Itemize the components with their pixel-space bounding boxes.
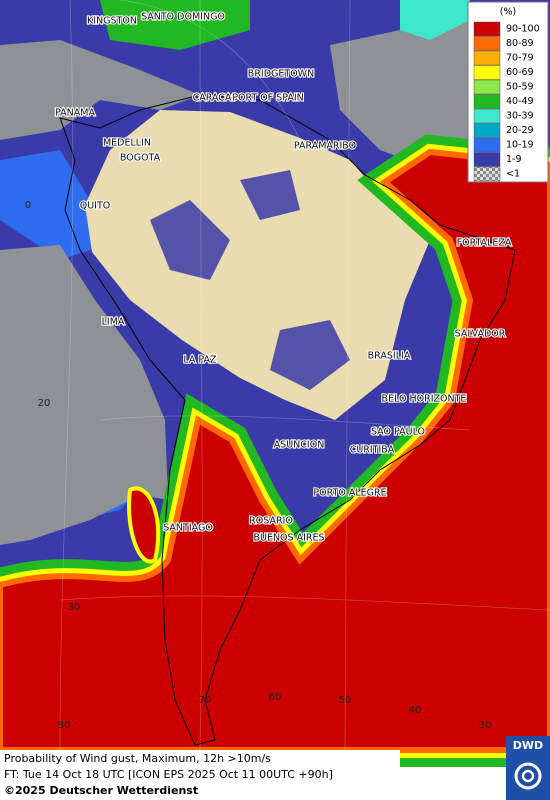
city-label: FORTALEZA — [457, 238, 512, 249]
graticule-labels: 0 20 30 80 70 60 50 40 30 — [25, 200, 492, 731]
city-label: BUENOS AIRES — [253, 533, 324, 544]
longitude-label: 70 — [199, 695, 212, 706]
city-label: ASUNCION — [274, 440, 325, 451]
city-label: QUITO — [80, 201, 111, 212]
legend-label: 50-59 — [506, 82, 534, 93]
gray-atlantic — [330, 10, 470, 170]
legend-swatch — [473, 152, 501, 167]
city-label: KINGSTON — [87, 16, 137, 27]
gray-pacific — [0, 245, 168, 545]
logo-text: DWD — [513, 739, 543, 752]
latitude-label: 30 — [68, 602, 81, 613]
city-label: SALVADOR — [455, 329, 506, 340]
legend: 90-100 80-89 70-79 60-69 50-59 40-49 30-39 20-2… — [473, 21, 540, 182]
city-label: PANAMA — [55, 108, 95, 119]
land-low — [85, 110, 430, 420]
city-label: SAO PAULO — [371, 427, 425, 438]
gray-caribbean — [0, 40, 200, 140]
caption-line: Probability of Wind gust, Maximum, 12h >… — [4, 752, 271, 765]
city-label: LIMA — [102, 317, 125, 328]
legend-swatch — [473, 65, 501, 80]
legend-swatch — [473, 94, 501, 109]
legend-label: <1 — [506, 169, 520, 180]
city-label: BRIDGETOWN — [248, 69, 314, 80]
city-label: PORTO ALEGRE — [313, 488, 386, 499]
longitude-label: 50 — [339, 695, 352, 706]
city-label: SANTIAGO — [163, 523, 213, 534]
logo-icon — [514, 762, 542, 790]
legend-swatch — [473, 21, 501, 37]
band-cyan-north — [400, 0, 470, 40]
city-label: SANTO DOMINGO — [141, 12, 225, 23]
city-label: BRASILIA — [368, 351, 411, 362]
city-label: BELO HORIZONTE — [382, 394, 467, 405]
city-label: PORT OF SPAIN — [232, 93, 303, 104]
legend-label: 20-29 — [506, 125, 534, 136]
land-patches — [150, 170, 350, 390]
longitude-label: 30 — [479, 720, 492, 731]
longitude-label: 40 — [409, 705, 422, 716]
legend-label: 40-49 — [506, 96, 534, 107]
band-red-chile — [127, 486, 161, 564]
city-label: ROSARIO — [249, 516, 293, 527]
legend-swatch — [473, 123, 501, 138]
longitude-label: 60 — [269, 692, 282, 703]
legend-title: (%) — [500, 7, 516, 18]
longitude-label: 80 — [58, 720, 71, 731]
logo-icon — [521, 769, 535, 783]
latitude-label: 0 — [25, 200, 31, 211]
legend-label: 70-79 — [506, 53, 534, 64]
legend-label: 60-69 — [506, 67, 534, 78]
legend-label: 10-19 — [506, 140, 534, 151]
legend-label: 1-9 — [506, 154, 522, 165]
city-label: CARACAS — [193, 93, 238, 104]
latitude-label: 20 — [38, 398, 51, 409]
coastline — [59, 94, 516, 746]
caption-line: FT: Tue 14 Oct 18 UTC [ICON EPS 2025 Oct… — [4, 768, 333, 781]
band-green-north — [100, 0, 250, 50]
band-red — [0, 148, 550, 753]
city-label: LA PAZ — [183, 355, 217, 366]
graticule — [59, 0, 550, 751]
legend-swatch — [473, 108, 501, 124]
city-label: BOGOTA — [120, 153, 161, 164]
city-label: MEDELLIN — [103, 138, 151, 149]
city-label: PARAMARIBO — [294, 141, 356, 152]
legend-swatch — [473, 50, 501, 66]
city-labels: KINGSTON SANTO DOMINGOBRIDGETOWNCARACASPO… — [54, 10, 513, 544]
legend-swatch — [473, 36, 501, 51]
legend-swatch — [473, 137, 501, 153]
legend-label: 80-89 — [506, 38, 534, 49]
city-label: CURITIBA — [350, 445, 395, 456]
legend-label: 90-100 — [506, 24, 540, 35]
caption-line: ©2025 Deutscher Wetterdienst — [4, 784, 198, 797]
caption-box — [0, 750, 400, 800]
legend-label: 30-39 — [506, 111, 534, 122]
legend-swatch — [473, 79, 501, 95]
legend-swatch — [473, 166, 501, 182]
